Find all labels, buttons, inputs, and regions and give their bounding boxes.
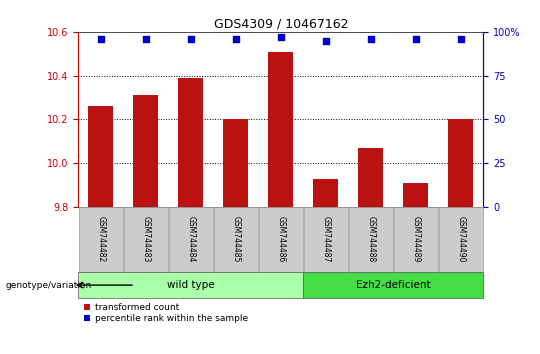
Text: GSM744489: GSM744489 (411, 216, 420, 263)
Text: transformed count: transformed count (94, 303, 179, 312)
Point (141, 36, 150, 42)
Text: GSM744484: GSM744484 (186, 216, 195, 263)
Point (321, 38, 330, 44)
Point (232, 36, 240, 42)
Point (367, 36, 375, 42)
Text: GSM744490: GSM744490 (456, 216, 465, 263)
Text: GSM744483: GSM744483 (141, 216, 150, 263)
Text: GSM744482: GSM744482 (96, 216, 105, 263)
Bar (313, 179, 338, 207)
Bar (178, 78, 203, 207)
Text: GSM744486: GSM744486 (276, 216, 285, 263)
Text: GSM744488: GSM744488 (366, 216, 375, 263)
Text: GSM744487: GSM744487 (321, 216, 330, 263)
Text: percentile rank within the sample: percentile rank within the sample (94, 314, 248, 322)
Bar (89, 106, 113, 207)
Point (456, 36, 465, 42)
Title: GDS4309 / 10467162: GDS4309 / 10467162 (213, 18, 348, 31)
Text: GSM744485: GSM744485 (231, 216, 240, 263)
Point (276, 34, 285, 40)
Text: genotype/variation: genotype/variation (5, 281, 92, 290)
Text: wild type: wild type (167, 280, 214, 290)
Bar (359, 148, 383, 207)
Bar (403, 183, 428, 207)
Bar (133, 95, 158, 207)
Bar (448, 119, 473, 207)
Bar (268, 52, 293, 207)
Bar (224, 119, 248, 207)
Text: Ezh2-deficient: Ezh2-deficient (356, 280, 430, 290)
Point (411, 36, 420, 42)
Point (97, 36, 105, 42)
Point (186, 36, 195, 42)
